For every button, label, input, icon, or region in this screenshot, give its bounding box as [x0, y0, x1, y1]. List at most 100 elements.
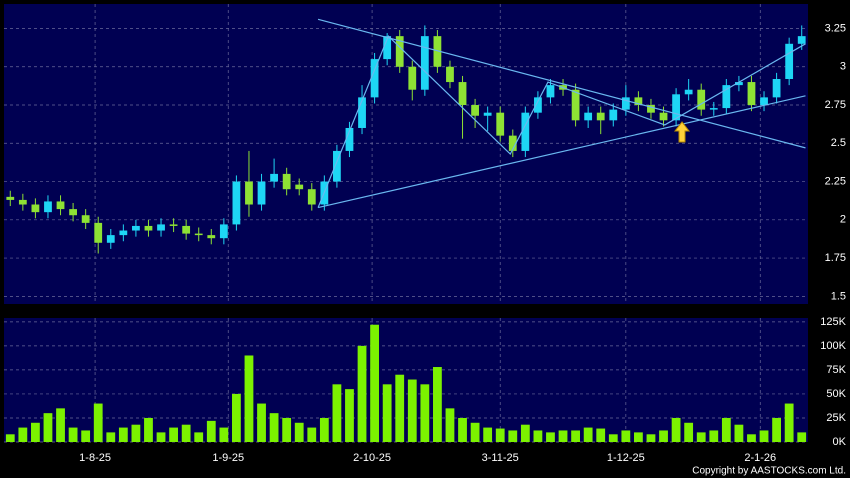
y-tick-label: 100K: [820, 340, 846, 352]
volume-bar: [319, 417, 329, 442]
candle-body: [245, 181, 253, 205]
y-tick-label: 50K: [826, 388, 846, 400]
volume-bar: [684, 422, 694, 442]
candle-body: [659, 112, 668, 121]
volume-bar: [696, 432, 706, 442]
candle-body: [772, 79, 781, 98]
candle-body: [496, 112, 505, 136]
volume-bar: [470, 422, 480, 442]
volume-bar: [646, 434, 656, 442]
volume-bar: [772, 417, 781, 442]
y-tick-label: 125K: [820, 316, 846, 328]
volume-bar: [797, 432, 807, 442]
candle-body: [735, 82, 743, 86]
volume-bar: [608, 434, 618, 442]
volume-bar: [747, 434, 756, 442]
volume-bar: [68, 427, 78, 442]
candle-body: [471, 105, 479, 116]
volume-bar: [508, 430, 518, 442]
candle-body: [395, 36, 404, 67]
candle-body: [94, 222, 103, 243]
volume-bar: [721, 417, 731, 442]
y-tick-label: 1.75: [825, 252, 846, 264]
volume-bar: [583, 427, 593, 442]
candle-body: [420, 36, 429, 90]
volume-bar: [395, 374, 405, 442]
candle-body: [119, 230, 128, 236]
volume-bar: [5, 434, 15, 442]
candle-body: [647, 105, 655, 113]
volume-bar: [571, 430, 580, 442]
volume-bar: [659, 430, 668, 442]
candle-body: [684, 89, 693, 95]
volume-bar: [56, 408, 65, 442]
candle-body: [182, 225, 191, 234]
y-tick-label: 2.5: [831, 137, 846, 149]
candle-body: [571, 89, 580, 121]
volume-bar: [558, 430, 568, 442]
candle-body: [18, 199, 27, 205]
candle-body: [106, 235, 115, 243]
arrow-icon: [673, 121, 691, 143]
candle-body: [534, 97, 542, 113]
candle-body: [546, 85, 555, 98]
y-tick-label: 2.25: [825, 175, 846, 187]
volume-bar: [634, 432, 643, 442]
volume-bar: [43, 413, 53, 442]
candle-body: [760, 97, 768, 106]
candle-body: [408, 66, 417, 90]
volume-bar: [206, 420, 216, 442]
candle-body: [584, 112, 593, 121]
volume-bar: [31, 422, 40, 442]
volume-bar: [420, 384, 430, 442]
volume-bar: [269, 413, 279, 442]
x-tick-label: 3-11-25: [482, 452, 519, 464]
candle-body: [596, 112, 605, 121]
y-tick-label: 0K: [833, 436, 847, 448]
y-tick-label: 25K: [826, 412, 846, 424]
candle-body: [56, 201, 65, 210]
candle-body: [270, 173, 278, 182]
trendline: [317, 35, 806, 208]
candle-body: [634, 97, 643, 106]
candle-body: [697, 89, 706, 110]
candle-body: [370, 59, 379, 98]
candle-body: [621, 97, 630, 110]
volume-bar: [131, 424, 141, 442]
volume-bar: [407, 379, 417, 442]
candle-body: [521, 112, 530, 151]
volume-bar: [219, 427, 229, 442]
volume-bar: [307, 427, 317, 442]
x-tick-label: 2-1-26: [744, 452, 776, 464]
volume-bar: [294, 422, 304, 442]
volume-bar: [734, 424, 744, 442]
volume-bar: [181, 424, 191, 442]
candle-body: [81, 215, 90, 223]
x-tick-label: 1-8-25: [79, 452, 111, 464]
volume-bar: [382, 384, 392, 442]
candle-body: [144, 225, 153, 231]
candle-body: [722, 85, 731, 109]
copyright: Copyright by AASTOCKS.com Ltd.: [692, 466, 846, 477]
trendline: [317, 18, 806, 149]
volume-bar: [671, 417, 681, 442]
candle-body: [44, 201, 52, 213]
volume-bar: [257, 403, 266, 442]
candle-body: [295, 184, 304, 190]
candle-body: [157, 224, 165, 231]
candle-body: [31, 204, 40, 213]
volume-bar: [621, 430, 631, 442]
candle-body: [797, 36, 806, 44]
candle-body: [446, 66, 454, 83]
volume-bar: [244, 355, 254, 442]
candle-body: [508, 135, 517, 151]
y-tick-label: 3: [840, 61, 846, 73]
volume-bar: [357, 345, 367, 442]
candle-body: [194, 233, 203, 236]
volume-bar: [759, 430, 769, 442]
candle-body: [169, 224, 178, 226]
volume-bar: [370, 324, 379, 442]
candle-body: [6, 196, 15, 200]
volume-bar: [596, 428, 606, 442]
candle-body: [207, 235, 216, 239]
